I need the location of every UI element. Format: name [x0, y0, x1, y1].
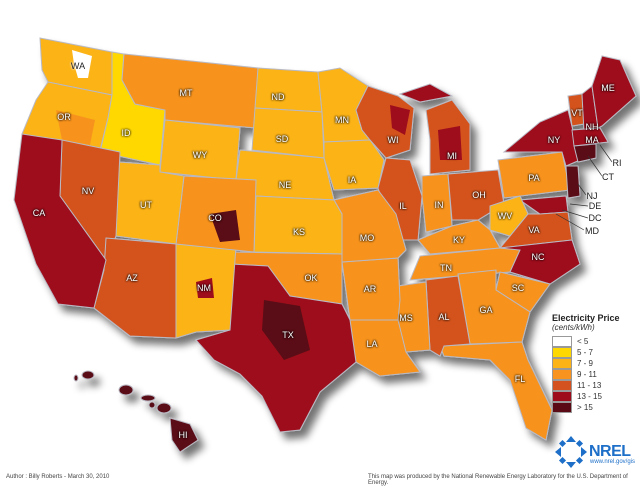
legend-swatch: [552, 380, 572, 391]
state-mi-up: [398, 83, 454, 103]
legend-title: Electricity Price: [552, 313, 620, 323]
legend-item: 7 - 9: [552, 358, 640, 369]
state-az: [93, 237, 177, 339]
state-pa: [497, 151, 571, 199]
state-ma: [571, 127, 609, 147]
legend-item: 5 - 7: [552, 347, 640, 358]
state-ky: [417, 219, 501, 255]
legend-label: 7 - 9: [577, 359, 594, 368]
nrel-url-link[interactable]: www.nrel.gov/gis: [590, 459, 636, 465]
state-ia: [323, 139, 385, 191]
legend-swatch: [552, 336, 572, 347]
legend-label: < 5: [577, 337, 589, 346]
state-ca: [13, 133, 107, 309]
nrel-wordmark: NREL: [589, 443, 631, 460]
author-credit: Author : Billy Roberts - March 30, 2010: [6, 474, 110, 480]
legend-label: 11 - 13: [577, 381, 602, 390]
legend-item: 13 - 15: [552, 391, 640, 402]
state-ar: [341, 257, 401, 321]
legend-label: 9 - 11: [577, 370, 597, 379]
state-me: [591, 55, 637, 129]
legend: Electricity Price (cents/kWh) < 5 5 - 7 7 …: [552, 313, 640, 413]
legend-swatch: [552, 391, 572, 402]
legend-item: 11 - 13: [552, 380, 640, 391]
legend-swatch: [552, 369, 572, 380]
production-credit: This map was produced by the National Re…: [368, 474, 628, 486]
state-nd: [254, 67, 323, 113]
state-hi: [73, 370, 199, 453]
state-ut: [115, 161, 185, 245]
state-ks: [253, 195, 343, 255]
state-ct: [573, 143, 597, 163]
legend-swatch: [552, 358, 572, 369]
nrel-logo: NREL: [553, 434, 631, 470]
state-sd: [251, 107, 325, 159]
legend-swatch: [552, 402, 572, 413]
state-wy: [159, 119, 241, 181]
nrel-logo-icon: [555, 436, 587, 468]
legend-label: 5 - 7: [577, 348, 594, 357]
legend-label: > 15: [577, 403, 593, 412]
state-in: [421, 173, 453, 233]
legend-label: 13 - 15: [577, 392, 602, 401]
legend-item: > 15: [552, 402, 640, 413]
state-nj: [565, 165, 581, 199]
legend-item: 9 - 11: [552, 369, 640, 380]
legend-swatch: [552, 347, 572, 358]
legend-subtitle: (cents/kWh): [552, 323, 595, 332]
state-fl: [439, 341, 553, 441]
legend-item: < 5: [552, 336, 640, 347]
